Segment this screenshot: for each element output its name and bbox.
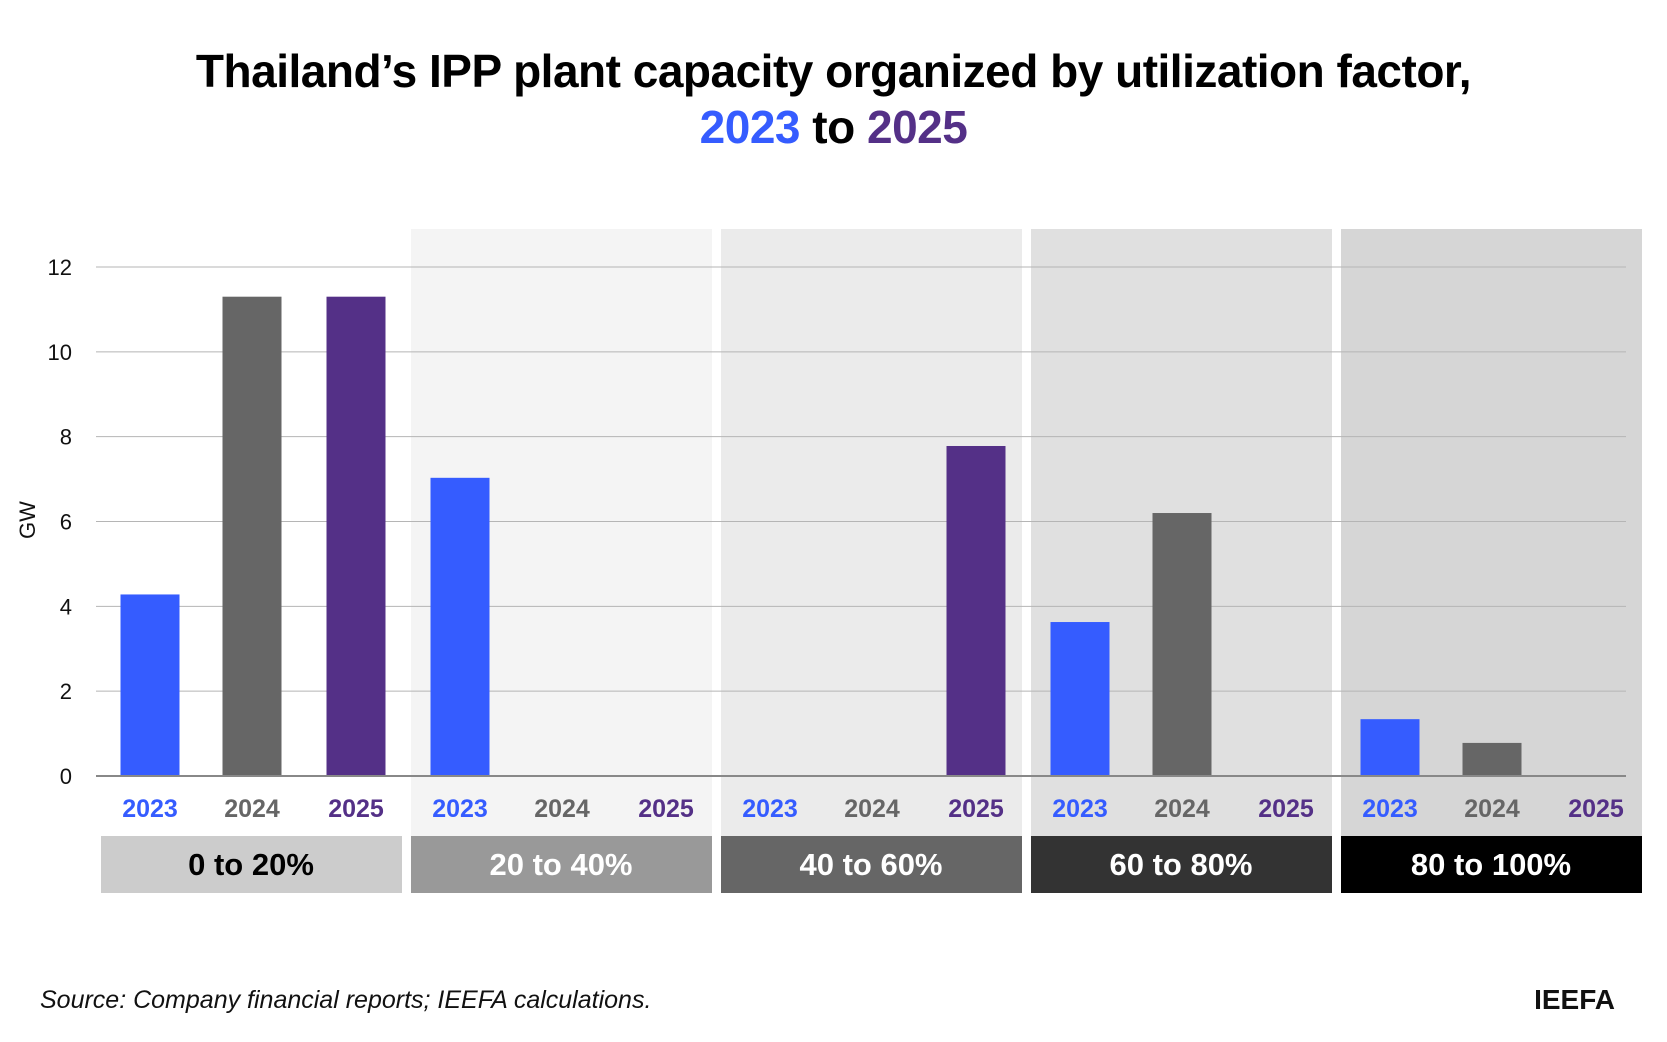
group-label: 60 to 80% [1109,847,1252,882]
x-tick-label: 2024 [1464,795,1520,823]
x-tick-label: 2025 [948,795,1004,823]
x-tick-label: 2023 [432,795,488,823]
x-tick-label: 2023 [1052,795,1108,823]
y-tick-label: 6 [60,510,72,535]
bar-2025 [946,445,1006,776]
x-tick-label: 2024 [534,795,590,823]
bar-2024 [222,296,282,776]
y-axis-label: GW [15,501,40,539]
bar-2023 [120,594,180,776]
group-label: 80 to 100% [1411,847,1571,882]
group-label-box [411,836,712,893]
group-label: 0 to 20% [188,847,314,882]
y-tick-label: 8 [60,425,72,450]
bar-2024 [1462,742,1522,776]
title-year-start: 2023 [699,101,801,153]
x-tick-label: 2025 [638,795,694,823]
title-connector: to [812,101,855,153]
bar-2023 [1050,622,1110,776]
y-tick-label: 2 [60,679,72,704]
chart-subtitle: 2023 to 2025 [0,100,1667,154]
chart-title: Thailand’s IPP plant capacity organized … [195,45,1472,97]
x-tick-label: 2023 [742,795,798,823]
group-label: 20 to 40% [489,847,632,882]
group-label-box [101,836,402,893]
bar-2025 [326,296,386,776]
x-tick-label: 2025 [328,795,384,823]
group-label-box [1031,836,1332,893]
bar-2023 [1360,719,1420,776]
group-label-box [721,836,1022,893]
x-tick-label: 2025 [1258,795,1314,823]
ieefa-logo: IEEFA [1534,984,1615,1015]
x-tick-label: 2025 [1568,795,1624,823]
x-tick-label: 2024 [1154,795,1210,823]
y-tick-label: 4 [60,594,72,619]
source-note: Source: Company financial reports; IEEFA… [40,986,652,1014]
bar-2024 [1152,513,1212,776]
group-label: 40 to 60% [799,847,942,882]
group-label-box [1341,836,1642,893]
x-tick-label: 2023 [122,795,178,823]
y-tick-label: 10 [48,340,72,365]
bar-2023 [430,477,490,776]
y-tick-label: 12 [48,255,72,280]
title-year-end: 2025 [866,101,968,153]
y-tick-label: 0 [60,764,72,789]
x-tick-label: 2024 [844,795,900,823]
x-tick-label: 2024 [224,795,280,823]
x-tick-label: 2023 [1362,795,1418,823]
